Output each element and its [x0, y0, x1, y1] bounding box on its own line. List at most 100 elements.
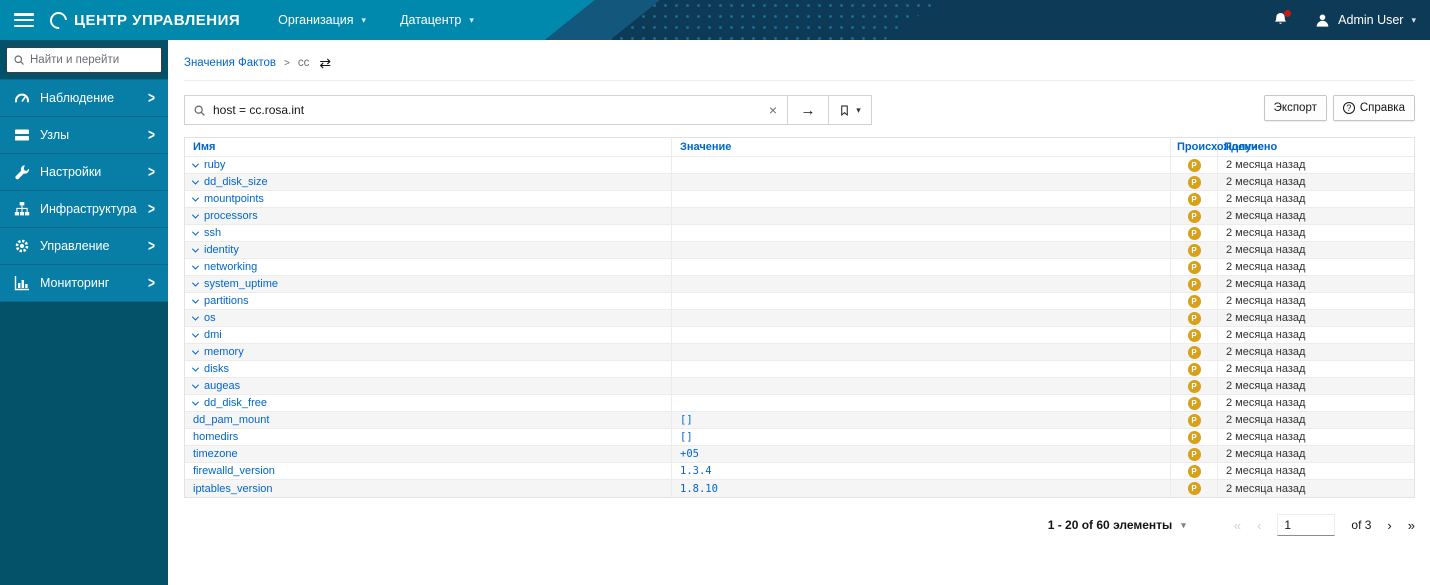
table-row: ssh P 2 месяца назад	[185, 225, 1414, 242]
chevron-down-icon	[191, 330, 200, 338]
caret-down-icon: ▾	[856, 104, 861, 115]
sidebar-item-настройки[interactable]: Настройки >	[0, 154, 168, 191]
table-row: dd_disk_free P 2 месяца назад	[185, 395, 1414, 412]
origin-puppet-badge: P	[1187, 192, 1201, 206]
pagination: 1 - 20 of 60 элементы ▾ « ‹ of 3 › »	[184, 514, 1415, 536]
column-header-value[interactable]: Значение	[672, 138, 1171, 156]
origin-puppet-badge: P	[1187, 379, 1201, 393]
notifications-button[interactable]	[1273, 10, 1292, 28]
origin-puppet-badge: P	[1187, 328, 1201, 342]
user-icon	[1316, 14, 1329, 27]
sidebar-item-инфраструктура[interactable]: Инфраструктура >	[0, 191, 168, 228]
fact-name-link[interactable]: dd_disk_free	[204, 397, 267, 409]
sidebar-item-узлы[interactable]: Узлы >	[0, 117, 168, 154]
fact-name-link[interactable]: memory	[204, 346, 244, 358]
sidebar-item-управление[interactable]: Управление >	[0, 228, 168, 265]
per-page-dropdown[interactable]: 1 - 20 of 60 элементы ▾	[1048, 518, 1186, 532]
chevron-right-icon: >	[147, 125, 155, 145]
search-query-input[interactable]	[213, 103, 760, 117]
clear-search-icon[interactable]: ×	[768, 102, 777, 118]
bookmark-dropdown-button[interactable]: ▾	[828, 95, 872, 125]
chevron-down-icon	[191, 279, 200, 287]
fact-name-link[interactable]: os	[204, 312, 216, 324]
fact-value-link[interactable]: []	[680, 414, 693, 426]
sidebar-item-label: Настройки	[40, 165, 102, 179]
host-switcher-icon[interactable]: ⇄	[319, 55, 332, 71]
fact-name-link[interactable]: augeas	[204, 380, 241, 392]
help-button[interactable]: ? Справка	[1332, 95, 1415, 121]
fact-name-link[interactable]: dmi	[204, 329, 222, 341]
fact-name-link[interactable]: timezone	[193, 448, 238, 460]
received-timestamp: 2 месяца назад	[1226, 210, 1306, 222]
fact-name-link[interactable]: iptables_version	[193, 482, 273, 495]
fact-name-link[interactable]: homedirs	[193, 431, 239, 443]
fact-name-link[interactable]: ruby	[204, 159, 226, 171]
received-timestamp: 2 месяца назад	[1226, 193, 1306, 205]
fact-value-link[interactable]: +05	[680, 448, 699, 460]
chevron-down-icon	[191, 245, 200, 253]
fact-value-link[interactable]: 1.8.10	[680, 482, 718, 495]
table-row: disks P 2 месяца назад	[185, 361, 1414, 378]
top-navbar: ЦЕНТР УПРАВЛЕНИЯ Организация ▾ Датацентр…	[0, 0, 1430, 40]
last-page-button[interactable]: »	[1407, 517, 1415, 533]
fact-name-link[interactable]: networking	[204, 261, 258, 273]
origin-puppet-badge: P	[1187, 209, 1201, 223]
fact-name-link[interactable]: dd_pam_mount	[193, 414, 270, 426]
breadcrumb-fact-values-link[interactable]: Значения Фактов	[184, 57, 276, 69]
fact-name-link[interactable]: processors	[204, 210, 258, 222]
received-timestamp: 2 месяца назад	[1226, 227, 1306, 239]
sidebar-item-label: Наблюдение	[40, 91, 115, 105]
column-header-name[interactable]: Имя	[185, 138, 672, 156]
search-icon	[14, 55, 24, 65]
wrench-icon	[13, 164, 30, 181]
fact-name-link[interactable]: dd_disk_size	[204, 176, 268, 188]
toolbar-actions: Экспорт ? Справка	[1263, 95, 1415, 121]
received-timestamp: 2 месяца назад	[1226, 397, 1306, 409]
fact-name-link[interactable]: partitions	[204, 295, 249, 307]
column-header-received[interactable]: Получено	[1224, 141, 1278, 153]
chevron-down-icon	[191, 347, 200, 355]
fact-value-link[interactable]: []	[680, 431, 693, 443]
sidebar-search-input[interactable]	[30, 54, 155, 66]
chevron-right-icon: >	[147, 236, 155, 256]
table-row: memory P 2 месяца назад	[185, 344, 1414, 361]
chevron-down-icon	[191, 262, 200, 270]
chevron-right-icon: >	[147, 273, 155, 293]
column-header-origin[interactable]: Происхождение	[1171, 138, 1264, 156]
received-timestamp: 2 месяца назад	[1226, 380, 1306, 392]
pagination-summary: 1 - 20 of 60 элементы	[1047, 518, 1173, 532]
origin-puppet-badge: P	[1187, 243, 1201, 257]
table-row: networking P 2 месяца назад	[185, 259, 1414, 276]
fact-name-link[interactable]: mountpoints	[204, 193, 264, 205]
table-row: system_uptime P 2 месяца назад	[185, 276, 1414, 293]
search-box[interactable]: ×	[184, 95, 788, 125]
origin-puppet-badge: P	[1187, 482, 1201, 495]
export-button[interactable]: Экспорт	[1263, 95, 1327, 121]
fact-name-link[interactable]: system_uptime	[204, 278, 278, 290]
fact-value-link[interactable]: 1.3.4	[680, 465, 712, 477]
page-number-input[interactable]	[1277, 514, 1336, 536]
prev-page-button[interactable]: ‹	[1257, 517, 1262, 533]
sidebar-search[interactable]	[6, 47, 162, 73]
fact-name-link[interactable]: firewalld_version	[193, 465, 275, 477]
user-menu[interactable]: Admin User ▾	[1315, 13, 1416, 28]
first-page-button[interactable]: «	[1233, 517, 1242, 533]
sidebar: Наблюдение > Узлы > Настройки > Инфрастр…	[0, 40, 168, 585]
search-group: × → ▾	[184, 95, 872, 125]
origin-puppet-badge: P	[1187, 294, 1201, 308]
facts-table: Имя Значение Происхождение Получено ruby…	[184, 137, 1415, 498]
datacenter-dropdown[interactable]: Датацентр ▾	[400, 13, 474, 27]
fact-name-link[interactable]: identity	[204, 244, 239, 256]
table-header-row: Имя Значение Происхождение Получено	[185, 138, 1414, 157]
table-row: os P 2 месяца назад	[185, 310, 1414, 327]
sidebar-item-мониторинг[interactable]: Мониторинг >	[0, 265, 168, 302]
sidebar-item-наблюдение[interactable]: Наблюдение >	[0, 80, 168, 117]
origin-puppet-badge: P	[1187, 345, 1201, 359]
org-dropdown[interactable]: Организация ▾	[278, 13, 366, 27]
received-timestamp: 2 месяца назад	[1226, 176, 1306, 188]
next-page-button[interactable]: ›	[1387, 517, 1392, 533]
fact-name-link[interactable]: disks	[204, 363, 230, 375]
fact-name-link[interactable]: ssh	[204, 227, 222, 239]
hamburger-menu-icon[interactable]	[14, 13, 34, 27]
search-submit-button[interactable]: →	[787, 95, 829, 125]
